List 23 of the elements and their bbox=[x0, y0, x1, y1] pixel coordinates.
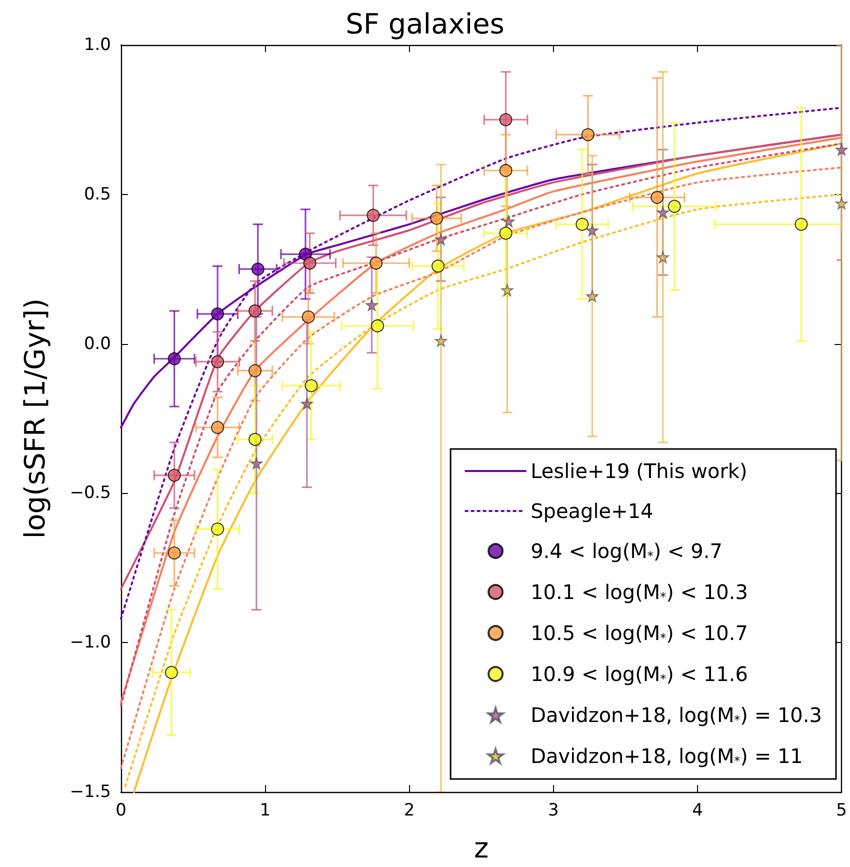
legend-label: 10.9 < log(M*) < 11.6 bbox=[530, 662, 748, 686]
x-tick-label: 5 bbox=[836, 800, 848, 820]
x-tick-label: 3 bbox=[548, 800, 559, 820]
x-tick-label: 0 bbox=[116, 800, 126, 820]
y-tick-label: −1.5 bbox=[70, 782, 111, 802]
legend-label: 9.4 < log(M*) < 9.7 bbox=[530, 539, 722, 563]
legend-label: Davidzon+18, log(M*) = 11 bbox=[530, 744, 803, 768]
x-axis-title: z bbox=[474, 832, 489, 864]
y-tick-label: 0.0 bbox=[84, 334, 111, 354]
x-tick-label: 4 bbox=[692, 800, 703, 820]
legend-label: 10.5 < log(M*) < 10.7 bbox=[530, 621, 748, 645]
legend-label: Davidzon+18, log(M*) = 10.3 bbox=[530, 703, 822, 727]
legend-label: Leslie+19 (This work) bbox=[530, 459, 748, 483]
y-tick-label: −0.5 bbox=[70, 483, 111, 504]
chart-title: SF galaxies bbox=[346, 8, 504, 40]
legend-label: Speagle+14 bbox=[530, 499, 654, 523]
x-tick-label: 1 bbox=[260, 800, 271, 820]
y-tick-label: −1.0 bbox=[70, 632, 111, 653]
x-tick-label: 2 bbox=[404, 800, 415, 820]
legend-label: 10.1 < log(M*) < 10.3 bbox=[530, 580, 748, 604]
y-tick-label: 0.5 bbox=[84, 184, 111, 204]
y-axis-title: log(sSFR [1/Gyr]) bbox=[18, 298, 52, 539]
y-tick-label: 1.0 bbox=[84, 35, 111, 55]
